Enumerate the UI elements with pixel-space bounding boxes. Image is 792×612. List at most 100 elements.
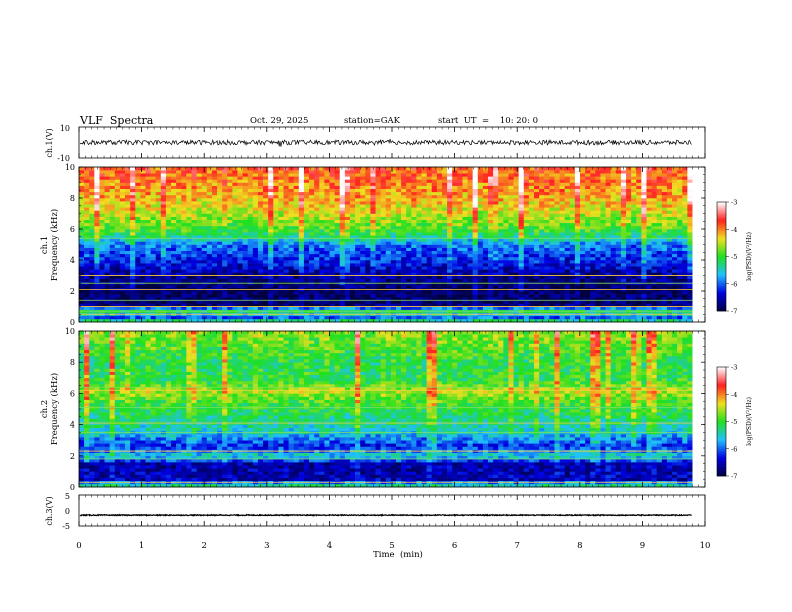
waveform-line	[79, 513, 692, 517]
colorbar-cell	[717, 377, 726, 381]
time-axis-label: Time (min)	[373, 549, 423, 560]
colorbar-cell	[717, 227, 726, 230]
xtick-label: 10	[700, 541, 711, 551]
ytick-label: 0	[70, 318, 75, 327]
colorbar-cell	[717, 446, 726, 450]
colorbar-tick-label: -4	[731, 391, 737, 399]
colorbar-cell	[717, 271, 726, 274]
ytick-label: 4	[70, 256, 75, 265]
colorbar-cell	[717, 457, 726, 460]
colorbar-cell	[717, 423, 726, 426]
xtick-label: 5	[389, 541, 394, 551]
colorbar-cell	[717, 281, 726, 285]
ytick-label: 8	[70, 194, 75, 203]
colorbar-cell	[717, 412, 726, 415]
colorbar-cell	[717, 367, 726, 370]
colorbar-cell	[717, 229, 726, 232]
colorbar-tick-label: -6	[731, 445, 737, 453]
colorbar-cell	[717, 252, 726, 255]
colorbar-cell	[717, 461, 726, 464]
colorbar-cell	[717, 283, 726, 286]
colorbar-cell	[717, 221, 726, 225]
ytick-label: 6	[70, 225, 75, 234]
colorbar-cell	[717, 223, 726, 226]
ch3-ytick-bottom: -5	[62, 522, 70, 531]
colorbar-cell	[717, 408, 726, 411]
ch1-spectrogram-panel: 0 2 4 6 8 10 ch.1 Frequency (kHz)	[40, 163, 706, 327]
colorbar-cell	[717, 432, 726, 435]
colorbar-cell	[717, 202, 726, 205]
colorbar-cell	[717, 261, 726, 265]
ch1-spectrogram-ylabel-channel: ch.1	[40, 236, 50, 254]
colorbar-cell	[717, 269, 726, 272]
ytick-label: 8	[70, 358, 75, 367]
ch3-ytick-top: 5	[65, 492, 70, 501]
xtick-label: 7	[514, 541, 519, 551]
colorbar-cell	[717, 272, 726, 275]
colorbar-cell	[717, 403, 726, 406]
colorbar-cell	[717, 390, 726, 393]
colorbar-cell	[717, 303, 726, 306]
colorbar-cell	[717, 309, 726, 312]
colorbar-cell	[717, 414, 726, 417]
colorbar-tick-label: -7	[731, 308, 737, 316]
colorbar-cell	[717, 267, 726, 270]
xtick-label: 2	[201, 541, 206, 551]
colorbar-cell	[717, 296, 726, 299]
colorbar-cell	[717, 298, 726, 301]
colorbar-tick-label: -5	[731, 253, 737, 261]
colorbar-cell	[717, 305, 726, 308]
colorbar-cell	[717, 258, 726, 261]
colorbar-cell	[717, 276, 726, 279]
xtick-label: 4	[327, 541, 332, 551]
colorbar-cell	[717, 263, 726, 266]
colorbar-cell	[717, 231, 726, 234]
ytick-label: 0	[70, 483, 75, 492]
ch1-colorbar: -3 -4 -5 -6 -7 log(PSD)(V²/Hz)	[716, 199, 753, 316]
ytick-label: 2	[70, 287, 75, 296]
colorbar-cell	[717, 368, 726, 371]
ch1-spectrogram-ylabel-frequency: Frequency (kHz)	[49, 209, 60, 281]
xtick-label: 9	[640, 541, 645, 551]
colorbar-tick-label: -3	[731, 199, 737, 207]
colorbar-cell	[717, 285, 726, 288]
colorbar-cell	[717, 434, 726, 437]
colorbar-cell	[717, 394, 726, 397]
colorbar-cell	[717, 294, 726, 297]
colorbar-cell	[717, 307, 726, 310]
colorbar-cell	[717, 241, 726, 245]
colorbar-cell	[717, 425, 726, 428]
xtick-label: 6	[452, 541, 457, 551]
station-label: station=GAK	[344, 116, 401, 126]
colorbar-cell	[717, 465, 726, 468]
ch1-spectrogram-image	[79, 167, 705, 323]
waveform-line	[79, 138, 692, 147]
colorbar-cell	[717, 209, 726, 212]
colorbar-cell	[717, 214, 726, 217]
colorbar-cell	[717, 374, 726, 377]
ch1-waveform-trace	[79, 138, 692, 147]
colorbar-cell	[717, 416, 726, 419]
xtick-label: 0	[76, 541, 81, 551]
colorbar-cell	[717, 405, 726, 408]
ch3-waveform-panel: 5 0 -5 ch.3(V)	[45, 492, 706, 531]
ytick-label: 4	[70, 421, 75, 430]
colorbar-cell	[717, 470, 726, 473]
colorbar-cell	[717, 468, 726, 471]
ch3-waveform-ylabel: ch.3(V)	[45, 496, 54, 525]
date-label: Oct. 29, 2025	[250, 116, 308, 126]
ch2-colorbar: -3 -4 -5 -6 -7 log(PSD)(V²/Hz)	[716, 364, 753, 481]
colorbar-cell	[717, 452, 726, 455]
colorbar-cell	[717, 236, 726, 239]
colorbar-cell	[717, 265, 726, 268]
colorbar-cell	[717, 474, 726, 477]
colorbar-cell	[717, 397, 726, 400]
colorbar-cell	[717, 278, 726, 281]
ch1-ytick-bottom: -10	[57, 154, 70, 163]
colorbar-cell	[717, 260, 726, 263]
colorbar-cell	[717, 203, 726, 206]
ch2-spectrogram-ylabel-frequency: Frequency (kHz)	[49, 373, 60, 445]
colorbar-tick-label: -3	[731, 364, 737, 372]
colorbar-cell	[717, 385, 726, 388]
colorbar-cell	[717, 436, 726, 439]
